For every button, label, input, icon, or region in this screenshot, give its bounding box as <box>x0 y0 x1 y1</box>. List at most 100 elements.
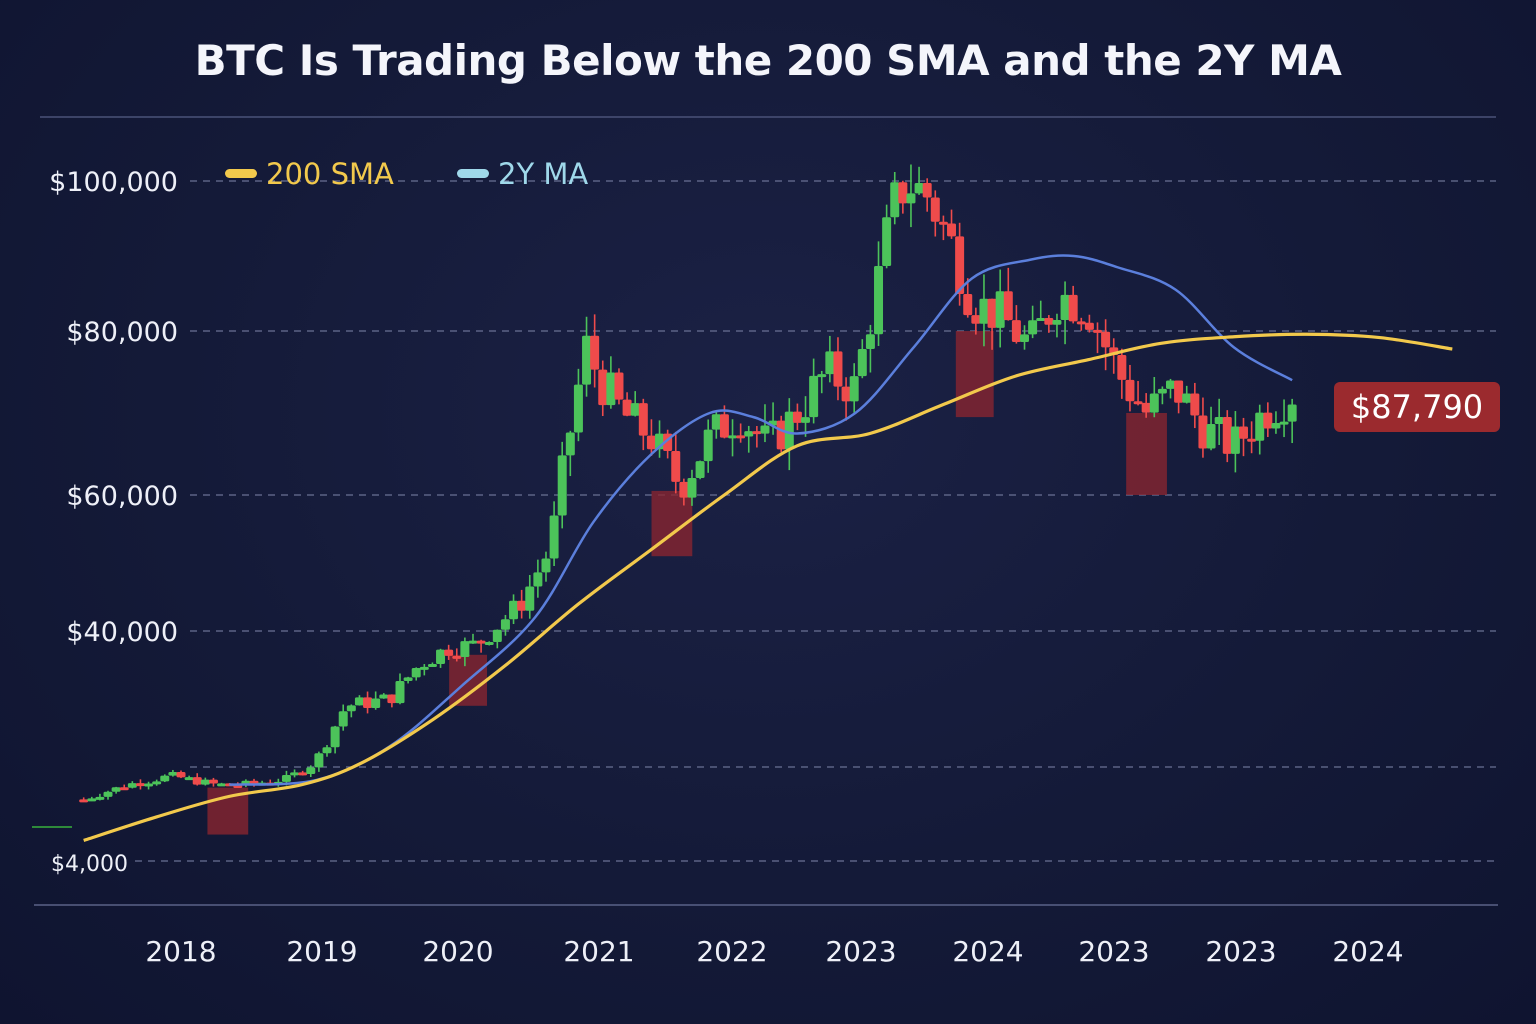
candle-body <box>638 403 648 436</box>
candle-body <box>379 694 389 699</box>
price-badge-bg <box>1334 382 1500 432</box>
candle-body <box>484 642 494 646</box>
candle <box>687 469 697 506</box>
candle-body <box>906 193 916 204</box>
candle <box>638 398 648 451</box>
candle <box>371 691 381 710</box>
candle-body <box>192 777 202 785</box>
candle <box>882 204 892 269</box>
candle <box>200 777 210 786</box>
candle-body <box>152 781 162 785</box>
candle-body <box>168 771 178 776</box>
candle <box>1076 317 1086 331</box>
candle-body <box>127 783 137 788</box>
candle <box>525 575 535 619</box>
candle-body <box>1003 291 1013 321</box>
candle-body <box>509 600 519 620</box>
sma200-line <box>83 332 1453 842</box>
x-tick-label: 2021 <box>563 935 634 968</box>
candle <box>898 180 908 214</box>
candle <box>849 363 859 414</box>
candle <box>1190 382 1200 429</box>
candle <box>460 637 470 667</box>
candle-body <box>525 586 535 611</box>
y-tick-label: $80,000 <box>66 317 178 348</box>
candle <box>1214 398 1224 445</box>
candle-body <box>1247 438 1257 442</box>
highlight-zone <box>955 331 994 418</box>
candle <box>711 411 721 439</box>
candle-body <box>1255 412 1265 441</box>
candle-body <box>322 747 332 754</box>
candle-body <box>233 785 243 789</box>
candle <box>314 751 324 772</box>
candle-body <box>728 435 738 439</box>
candle-body <box>1044 318 1054 325</box>
candle-body <box>882 217 892 266</box>
candle-body <box>460 641 470 658</box>
candle-body <box>792 411 802 423</box>
candle-body <box>330 726 340 748</box>
candle <box>703 419 713 473</box>
candle <box>111 786 121 794</box>
candle-body <box>1206 424 1216 449</box>
x-tick-label: 2018 <box>145 935 216 968</box>
candle <box>330 725 340 754</box>
candle <box>630 391 640 417</box>
candle-body <box>841 386 851 402</box>
candle <box>1271 411 1281 434</box>
candle <box>963 278 973 318</box>
candle-body <box>573 384 583 433</box>
candle-body <box>103 791 113 797</box>
candle <box>160 774 170 783</box>
candle <box>403 676 413 684</box>
candle <box>1206 406 1216 451</box>
candle <box>1028 305 1038 339</box>
candle <box>549 501 559 567</box>
candle-body <box>1068 294 1078 322</box>
candle-body <box>208 779 218 784</box>
candle <box>517 589 527 619</box>
candle <box>476 639 486 653</box>
candle <box>79 797 89 803</box>
candle <box>914 166 924 195</box>
candle-body <box>217 783 227 787</box>
candle <box>614 368 624 405</box>
candle-body <box>744 431 754 437</box>
candle-body <box>833 351 843 387</box>
candle-body <box>346 705 356 712</box>
candle-body <box>160 775 170 782</box>
candle-body <box>955 236 965 294</box>
candle <box>1141 393 1151 418</box>
candle-body <box>711 414 721 430</box>
candle-body <box>1149 393 1159 413</box>
candle-body <box>646 435 656 450</box>
candle-body <box>1182 393 1192 403</box>
candle-body <box>979 298 989 324</box>
candle <box>1003 267 1013 321</box>
candle <box>671 431 681 494</box>
candle <box>857 339 867 379</box>
candle <box>444 644 454 660</box>
candle <box>1174 380 1184 414</box>
candle <box>1182 385 1192 404</box>
candle <box>776 415 786 453</box>
candle <box>1036 300 1046 322</box>
candle <box>809 358 819 424</box>
candle-body <box>1028 320 1038 335</box>
candle-body <box>760 425 770 434</box>
candle-body <box>444 649 454 656</box>
x-tick-label: 2024 <box>1332 935 1403 968</box>
candle-body <box>622 399 632 416</box>
candle-body <box>914 182 924 194</box>
candle-body <box>87 798 97 802</box>
candle-body <box>1166 380 1176 389</box>
candle <box>379 693 389 699</box>
x-tick-label: 2019 <box>286 935 357 968</box>
x-tick-label: 2020 <box>422 935 493 968</box>
legend: 200 SMA 2Y MA <box>225 157 588 191</box>
candle-body <box>1230 426 1240 454</box>
candle <box>1230 411 1240 473</box>
candle-body <box>590 335 600 370</box>
candle <box>298 770 308 776</box>
